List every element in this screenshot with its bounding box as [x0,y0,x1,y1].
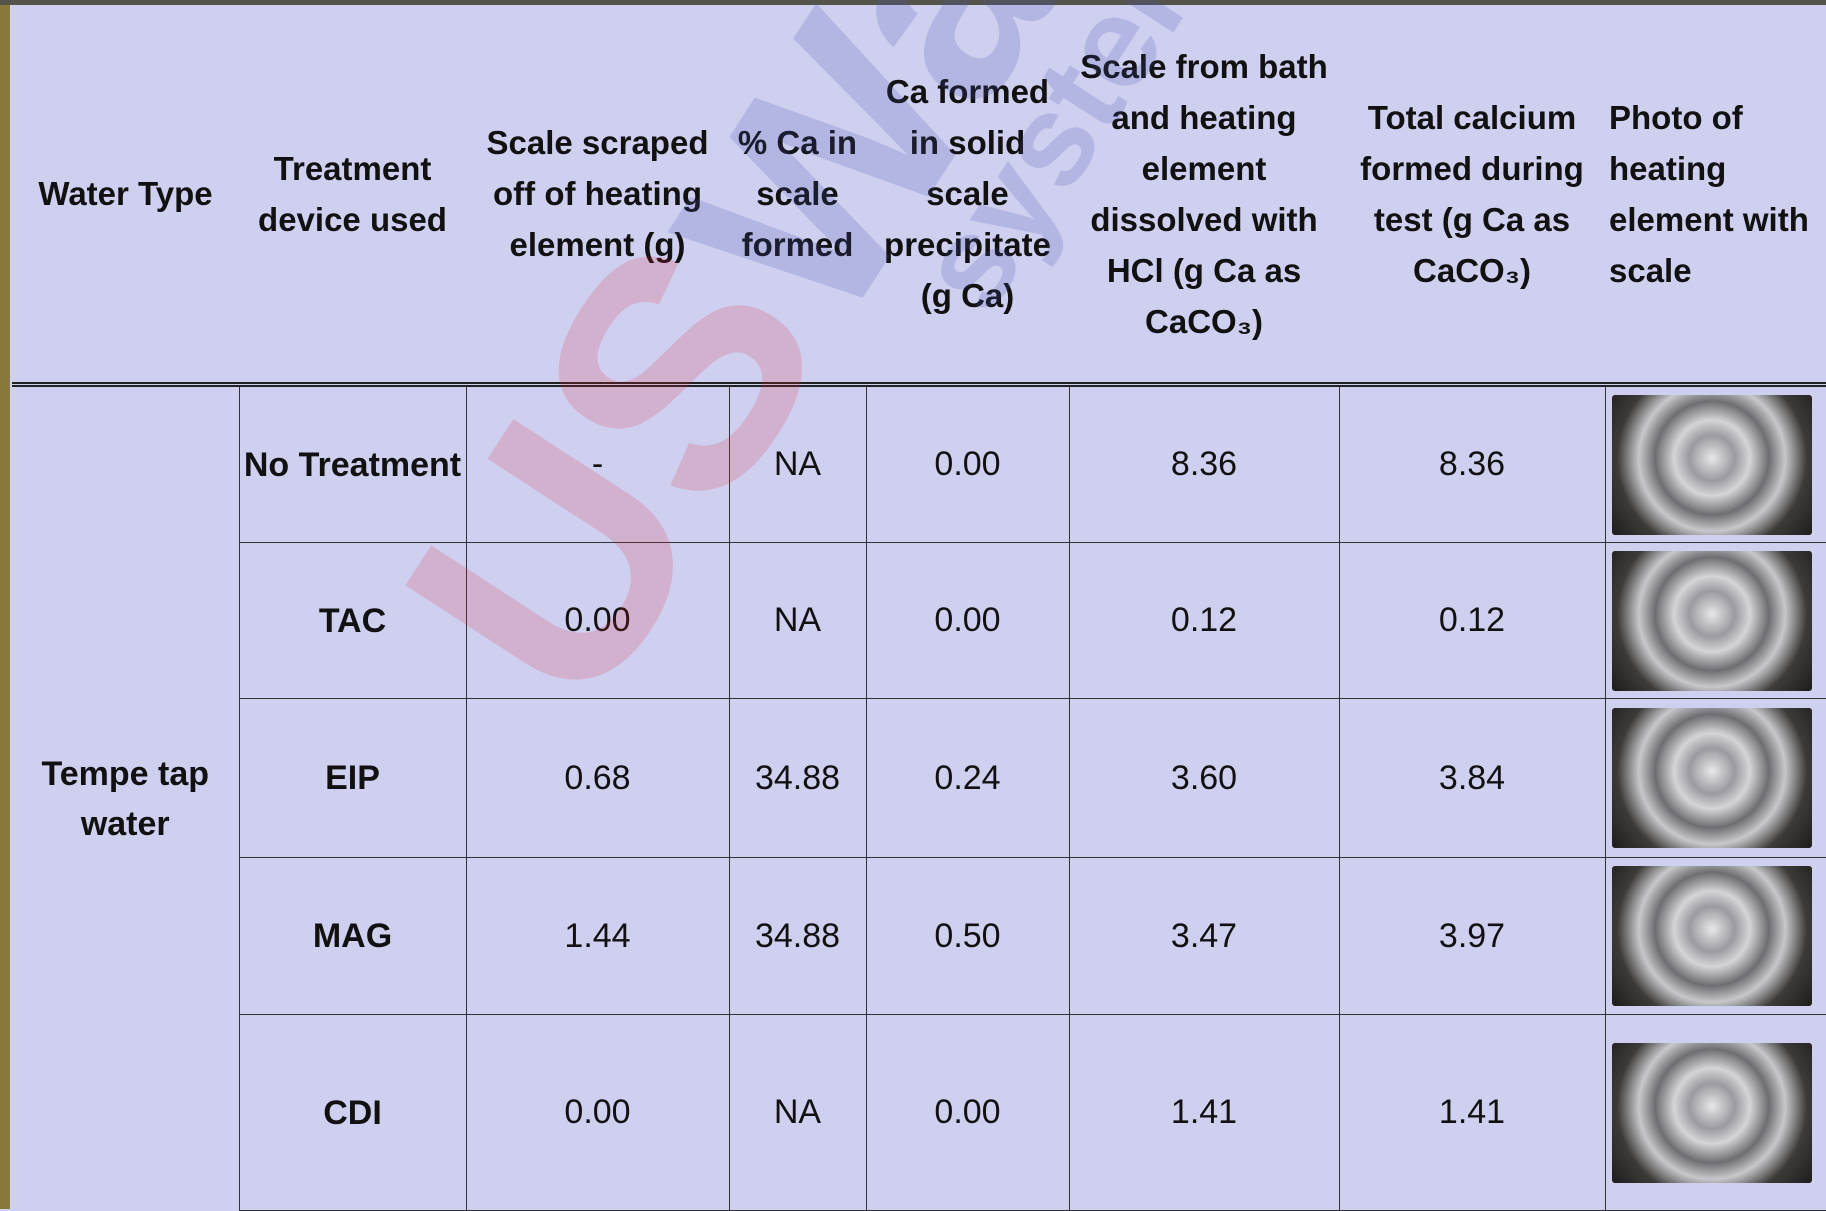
value-cell: 1.44 [465,857,730,1015]
top-rule [0,0,1826,5]
value-cell: 3.60 [1068,698,1340,858]
column-header: Total calcium formed during test (g Ca a… [1339,5,1605,387]
photo-cell [1604,698,1826,858]
value-cell: 3.97 [1338,857,1606,1015]
photo-cell [1604,857,1826,1015]
photo-cell [1604,1014,1826,1211]
photo-cell [1604,384,1826,543]
table-row: TAC 0.00 NA 0.00 0.12 0.12 [12,542,1826,699]
value-cell: 3.84 [1338,698,1606,858]
column-header: Water Type [12,5,239,387]
column-header: % Ca in scale formed [729,5,866,387]
value-cell: 0.00 [465,1014,730,1211]
table-row: EIP 0.68 34.88 0.24 3.60 3.84 [12,698,1826,858]
value-cell: 34.88 [728,857,867,1015]
column-header: Ca formed in solid scale precipitate (g … [866,5,1069,387]
value-cell: NA [728,1014,867,1211]
heating-element-photo [1611,866,1812,1006]
value-cell: 0.00 [865,384,1070,543]
value-cell: NA [728,384,867,543]
column-header: Scale from bath and heating element diss… [1069,5,1339,387]
value-cell: 0.24 [865,698,1070,858]
column-header: Scale scraped off of heating element (g) [466,5,729,387]
value-cell: 0.00 [865,542,1070,699]
column-header: Photo of heating element with scale [1605,5,1826,387]
slide-edge [0,0,10,1209]
value-cell: 34.88 [728,698,867,858]
value-cell: 3.47 [1068,857,1340,1015]
water-type-cell: Tempe tap water [12,384,240,1211]
value-cell: 1.41 [1338,1014,1606,1211]
device-cell: EIP [238,698,467,858]
results-table: Water Type Treatment device used Scale scr… [12,5,1826,1211]
value-cell: 0.68 [465,698,730,858]
value-cell: 1.41 [1068,1014,1340,1211]
table-row: CDI 0.00 NA 0.00 1.41 1.41 [12,1014,1826,1211]
value-cell: 0.12 [1338,542,1606,699]
device-cell: CDI [238,1014,467,1211]
value-cell: 8.36 [1068,384,1340,543]
device-cell: MAG [238,857,467,1015]
heating-element-photo [1611,708,1812,848]
value-cell: 8.36 [1338,384,1606,543]
value-cell: NA [728,542,867,699]
value-cell: 0.50 [865,857,1070,1015]
header-row: Water Type Treatment device used Scale scr… [12,5,1826,387]
value-cell: 0.00 [865,1014,1070,1211]
table-row: Tempe tap water No Treatment - NA 0.00 8.36 8.… [12,384,1826,1211]
value-cell: 0.00 [465,542,730,699]
value-cell: 0.12 [1068,542,1340,699]
column-header: Treatment device used [239,5,466,387]
table-row: MAG 1.44 34.88 0.50 3.47 3.97 [12,857,1826,1015]
heating-element-photo [1611,1042,1812,1183]
value-cell: - [465,384,730,543]
device-cell: No Treatment [238,384,467,543]
heating-element-photo [1611,550,1812,691]
photo-cell [1604,542,1826,699]
table-body: Tempe tap water No Treatment - NA 0.00 8.36 8.… [12,384,1826,1211]
heating-element-photo [1611,394,1812,535]
device-cell: TAC [238,542,467,699]
